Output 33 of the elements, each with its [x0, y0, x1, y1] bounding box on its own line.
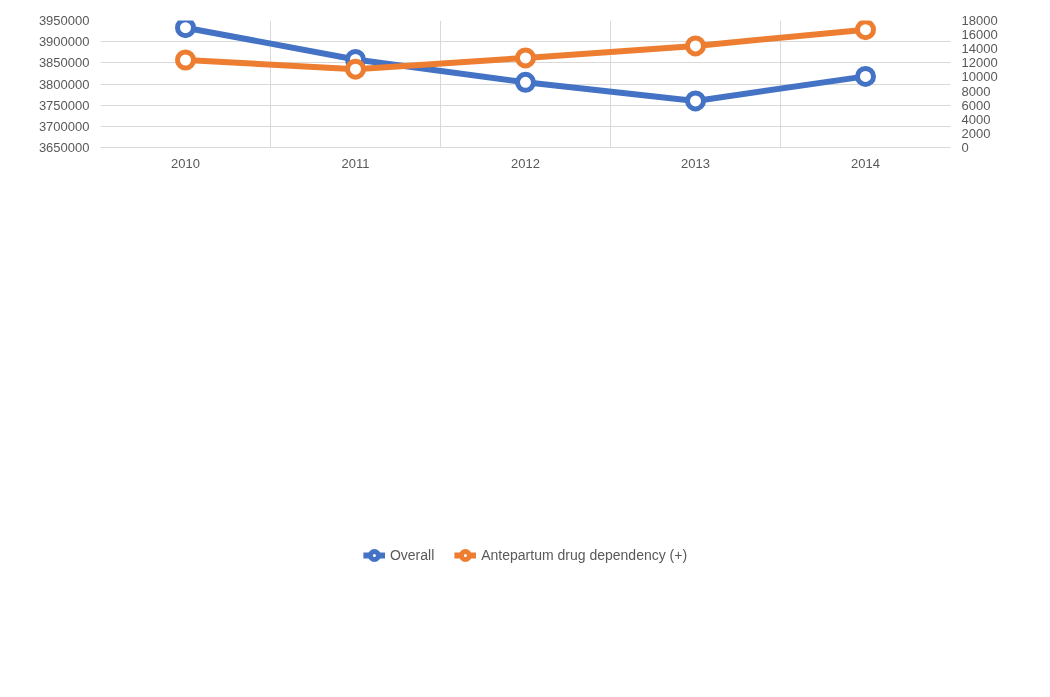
y-tick-label: 3900000 — [38, 34, 90, 50]
y2-tick-label: 4000 — [961, 111, 991, 127]
point — [515, 47, 536, 69]
x-tick-label: 2011 — [341, 155, 370, 171]
y-tick-label: 3700000 — [38, 118, 90, 134]
y2-tick-label: 6000 — [961, 97, 991, 113]
legend-label: Antepartum drug dependency (+) — [481, 547, 688, 563]
x-tick-label: 2012 — [511, 155, 540, 171]
point — [855, 20, 876, 41]
y2-tick-label: 2000 — [961, 125, 991, 141]
point — [175, 20, 196, 39]
y-tick-label: 3800000 — [38, 76, 90, 92]
point — [685, 35, 706, 57]
y2-tick-label: 16000 — [961, 27, 998, 43]
y2-tick-label: 12000 — [961, 55, 998, 71]
y2-tick-label: 18000 — [961, 13, 998, 28]
y2-tick-label: 10000 — [961, 69, 998, 85]
x-tick-label: 2010 — [171, 155, 200, 171]
point — [175, 49, 196, 71]
y-tick-label: 3950000 — [38, 13, 90, 28]
point — [855, 65, 876, 87]
y2-tick-label: 0 — [961, 140, 969, 155]
point — [685, 90, 706, 112]
y2-tick-label: 8000 — [961, 83, 991, 99]
y2-tick-label: 14000 — [961, 41, 998, 57]
x-tick-label: 2014 — [851, 155, 880, 171]
point — [345, 58, 366, 80]
x-tick-label: 2013 — [681, 155, 710, 171]
y-tick-label: 3650000 — [38, 140, 90, 155]
y-tick-label: 3850000 — [38, 55, 90, 71]
legend-label: Overall — [389, 547, 435, 563]
y-tick-label: 3750000 — [38, 97, 90, 113]
point — [515, 71, 536, 93]
